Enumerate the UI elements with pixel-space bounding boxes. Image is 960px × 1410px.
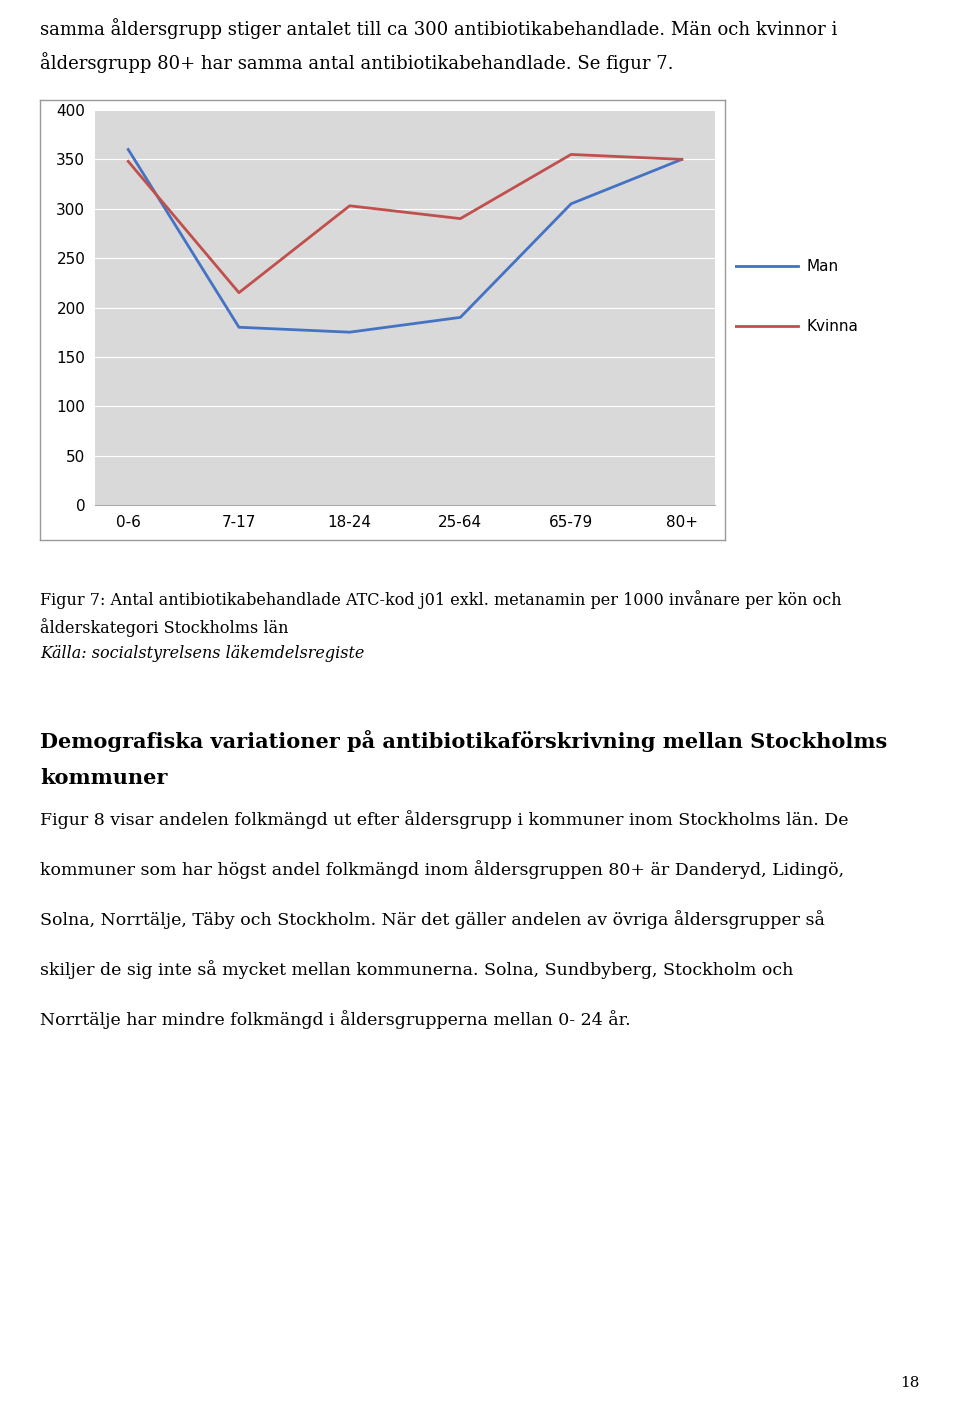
Text: Norrtälje har mindre folkmängd i åldersgrupperna mellan 0- 24 år.: Norrtälje har mindre folkmängd i åldersg… [40,1010,631,1029]
Text: åldersgrupp 80+ har samma antal antibiotikabehandlade. Se figur 7.: åldersgrupp 80+ har samma antal antibiot… [40,52,674,73]
Text: Kvinna: Kvinna [807,319,859,334]
Text: Solna, Norrtälje, Täby och Stockholm. När det gäller andelen av övriga åldersgru: Solna, Norrtälje, Täby och Stockholm. Nä… [40,909,825,929]
Text: samma åldersgrupp stiger antalet till ca 300 antibiotikabehandlade. Män och kvin: samma åldersgrupp stiger antalet till ca… [40,18,837,39]
Text: Demografiska variationer på antibiotikaförskrivning mellan Stockholms: Demografiska variationer på antibiotikaf… [40,730,887,752]
Text: Figur 7: Antal antibiotikabehandlade ATC-kod j01 exkl. metanamin per 1000 invåna: Figur 7: Antal antibiotikabehandlade ATC… [40,589,842,609]
Text: kommuner: kommuner [40,768,167,788]
Text: ålderskategori Stockholms län: ålderskategori Stockholms län [40,618,289,637]
Text: kommuner som har högst andel folkmängd inom åldersgruppen 80+ är Danderyd, Lidin: kommuner som har högst andel folkmängd i… [40,860,844,878]
Text: Källa: socialstyrelsens läkemdelsregiste: Källa: socialstyrelsens läkemdelsregiste [40,644,365,663]
Text: 18: 18 [900,1376,920,1390]
Text: skiljer de sig inte så mycket mellan kommunerna. Solna, Sundbyberg, Stockholm oc: skiljer de sig inte så mycket mellan kom… [40,960,793,979]
Text: Figur 8 visar andelen folkmängd ut efter åldersgrupp i kommuner inom Stockholms : Figur 8 visar andelen folkmängd ut efter… [40,809,849,829]
Text: Man: Man [807,259,839,274]
